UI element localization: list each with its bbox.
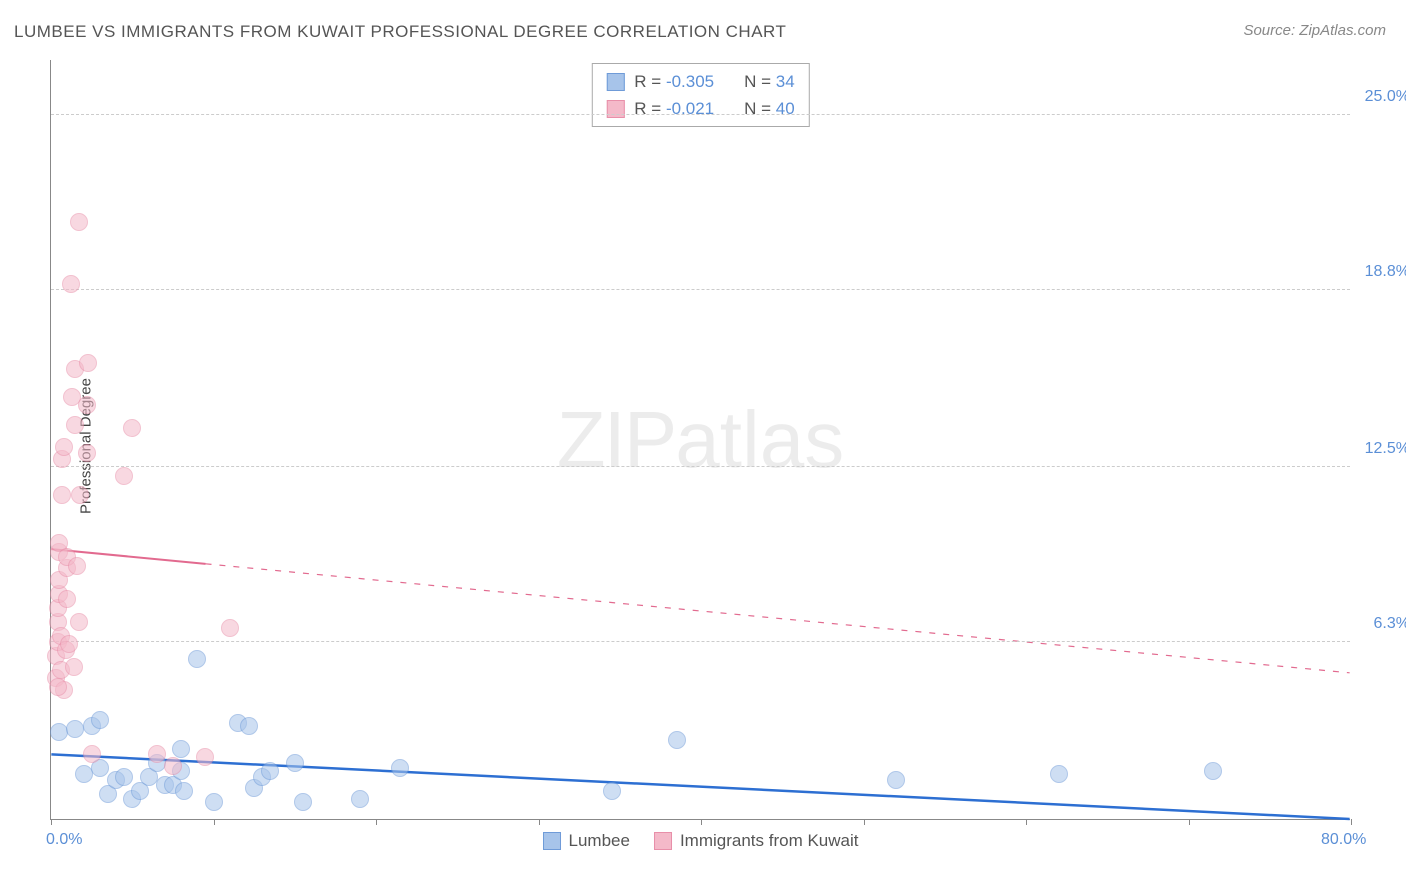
y-tick-label: 6.3%: [1374, 615, 1406, 633]
x-tick: [1351, 819, 1352, 825]
data-point: [175, 782, 193, 800]
y-tick-label: 25.0%: [1365, 88, 1406, 106]
data-point: [66, 720, 84, 738]
series-legend: Lumbee Immigrants from Kuwait: [543, 831, 859, 851]
data-point: [68, 557, 86, 575]
x-tick: [864, 819, 865, 825]
data-point: [196, 748, 214, 766]
source-attribution: Source: ZipAtlas.com: [1243, 22, 1386, 39]
data-point: [70, 213, 88, 231]
gridline: [51, 114, 1350, 115]
data-point: [172, 740, 190, 758]
data-point: [164, 757, 182, 775]
data-point: [53, 486, 71, 504]
x-tick: [376, 819, 377, 825]
data-point: [603, 782, 621, 800]
series-swatch: [606, 73, 624, 91]
data-point: [205, 793, 223, 811]
y-tick-label: 18.8%: [1365, 263, 1406, 281]
data-point: [58, 590, 76, 608]
x-tick-label: 80.0%: [1321, 831, 1366, 849]
series-swatch: [543, 832, 561, 850]
data-point: [62, 275, 80, 293]
data-point: [71, 486, 89, 504]
data-point: [60, 635, 78, 653]
chart-container: LUMBEE VS IMMIGRANTS FROM KUWAIT PROFESS…: [0, 0, 1406, 892]
y-tick-label: 12.5%: [1365, 440, 1406, 458]
x-tick: [1189, 819, 1190, 825]
data-point: [240, 717, 258, 735]
gridline: [51, 641, 1350, 642]
x-tick: [51, 819, 52, 825]
data-point: [91, 711, 109, 729]
data-point: [1050, 765, 1068, 783]
data-point: [148, 745, 166, 763]
legend-item: Immigrants from Kuwait: [654, 831, 859, 851]
data-point: [66, 416, 84, 434]
legend-item: Lumbee: [543, 831, 630, 851]
data-point: [83, 745, 101, 763]
chart-title: LUMBEE VS IMMIGRANTS FROM KUWAIT PROFESS…: [14, 22, 786, 42]
data-point: [391, 759, 409, 777]
data-point: [887, 771, 905, 789]
watermark: ZIPatlas: [557, 394, 844, 486]
x-tick: [539, 819, 540, 825]
x-tick: [1026, 819, 1027, 825]
x-tick: [701, 819, 702, 825]
data-point: [115, 768, 133, 786]
legend-row: R = -0.021 N = 40: [606, 95, 794, 122]
x-tick-label: 0.0%: [46, 831, 82, 849]
data-point: [55, 438, 73, 456]
legend-row: R = -0.305 N = 34: [606, 68, 794, 95]
data-point: [79, 354, 97, 372]
data-point: [351, 790, 369, 808]
x-tick: [214, 819, 215, 825]
data-point: [78, 444, 96, 462]
data-point: [50, 723, 68, 741]
data-point: [286, 754, 304, 772]
data-point: [221, 619, 239, 637]
data-point: [668, 731, 686, 749]
data-point: [188, 650, 206, 668]
data-point: [294, 793, 312, 811]
data-point: [70, 613, 88, 631]
trend-lines: [51, 60, 1350, 819]
data-point: [49, 678, 67, 696]
data-point: [1204, 762, 1222, 780]
data-point: [78, 396, 96, 414]
series-swatch: [654, 832, 672, 850]
correlation-legend: R = -0.305 N = 34 R = -0.021 N = 40: [591, 63, 809, 127]
data-point: [261, 762, 279, 780]
data-point: [123, 419, 141, 437]
data-point: [115, 467, 133, 485]
gridline: [51, 466, 1350, 467]
gridline: [51, 289, 1350, 290]
plot-area: ZIPatlas R = -0.305 N = 34 R = -0.021 N …: [50, 60, 1350, 820]
data-point: [65, 658, 83, 676]
